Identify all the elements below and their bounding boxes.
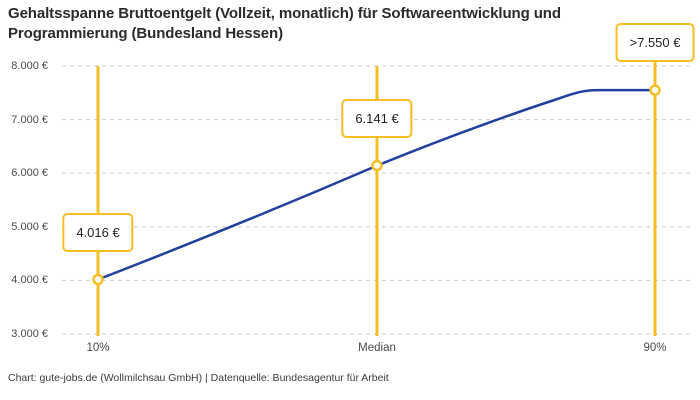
value-annotation-box: >7.550 € — [615, 23, 695, 63]
data-point-marker — [649, 84, 661, 96]
chart-title: Gehaltsspanne Bruttoentgelt (Vollzeit, m… — [8, 5, 561, 42]
y-axis-tick-label: 4.000 € — [11, 274, 48, 287]
y-axis-tick-label: 6.000 € — [11, 167, 48, 180]
y-axis-tick-label: 8.000 € — [11, 60, 48, 72]
salary-curve — [96, 88, 657, 281]
y-axis-tick-label: 7.000 € — [11, 113, 48, 126]
chart-footer: Chart: gute-jobs.de (Wollmilchsau GmbH) … — [8, 372, 389, 384]
y-axis-tick-label: 5.000 € — [11, 220, 48, 233]
value-annotation-box: 4.016 € — [62, 212, 134, 252]
y-axis-tick-label: 3.000 € — [11, 328, 48, 340]
data-point-marker — [371, 159, 383, 172]
x-axis-tick-label: Median — [358, 342, 396, 354]
data-point-marker — [92, 273, 104, 286]
value-annotation-box: 6.141 € — [341, 98, 413, 138]
x-axis-tick-label: 90% — [643, 342, 667, 354]
x-axis-tick-label: 10% — [86, 342, 110, 354]
